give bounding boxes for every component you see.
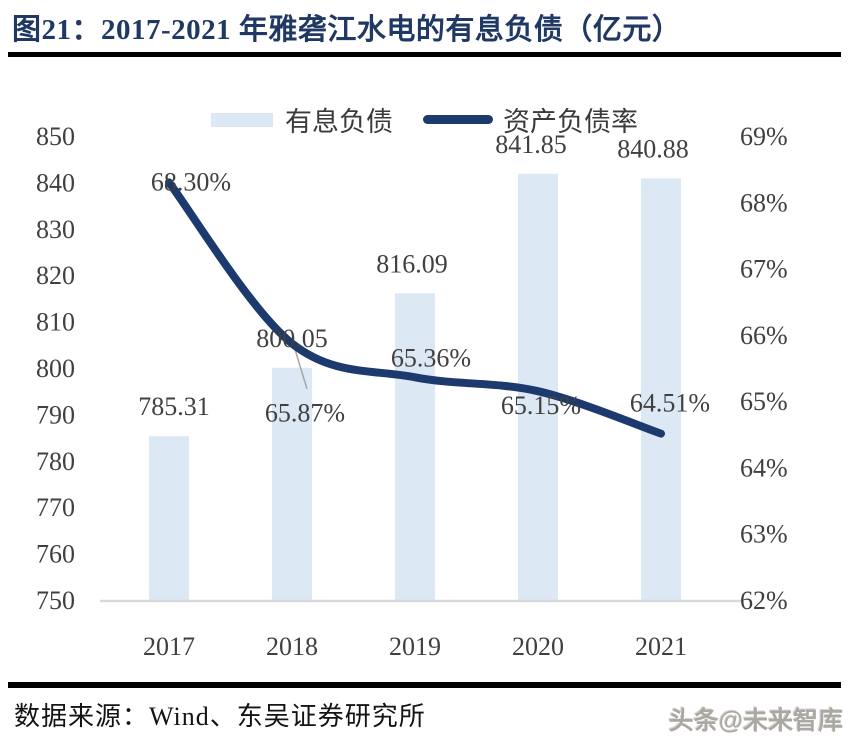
- left-axis-tick: 780: [36, 447, 75, 476]
- line-value-label: 68.30%: [151, 167, 231, 196]
- right-axis-tick: 66%: [740, 321, 788, 350]
- right-axis-tick: 65%: [740, 387, 788, 416]
- legend-bar-swatch-icon: [211, 112, 273, 127]
- bar-value-label: 816.09: [376, 249, 448, 278]
- left-axis-tick: 790: [36, 400, 75, 429]
- chart-legend: 有息负债 资产负债率: [0, 100, 849, 139]
- x-axis-label-2018: 2018: [266, 632, 318, 661]
- left-axis-tick: 840: [36, 168, 75, 197]
- left-axis-tick: 830: [36, 215, 75, 244]
- bar-value-label: 800.05: [256, 324, 328, 353]
- line-value-label: 65.87%: [265, 399, 345, 428]
- legend-line-label: 资产负债率: [503, 107, 638, 137]
- footer-divider: [8, 682, 841, 688]
- figure-title: 图21：2017-2021 年雅砻江水电的有息负债（亿元）: [12, 14, 682, 46]
- right-axis-tick: 67%: [740, 255, 788, 284]
- bar-2017: [149, 436, 189, 600]
- bar-2019: [395, 293, 435, 600]
- x-axis-label-2020: 2020: [512, 632, 564, 661]
- bar-2020: [518, 173, 558, 601]
- legend-bar-label: 有息负债: [285, 107, 393, 137]
- x-axis-label-2021: 2021: [635, 632, 687, 661]
- right-axis-tick: 68%: [740, 188, 788, 217]
- bar-2021: [641, 178, 681, 601]
- left-axis-tick: 820: [36, 261, 75, 290]
- title-divider: [8, 52, 841, 57]
- watermark-text: 头条@未来智库: [668, 707, 843, 735]
- right-axis-tick: 63%: [740, 520, 788, 549]
- right-axis-tick: 62%: [740, 586, 788, 615]
- label-leader-line: [293, 345, 308, 390]
- line-value-label: 65.36%: [391, 343, 471, 372]
- bar-value-label: 785.31: [138, 392, 210, 421]
- x-axis-label-2019: 2019: [389, 632, 441, 661]
- data-source-note: 数据来源：Wind、东吴证券研究所: [14, 702, 426, 731]
- x-axis-label-2017: 2017: [143, 632, 195, 661]
- bar-2018: [272, 367, 312, 600]
- left-axis-tick: 760: [36, 540, 75, 569]
- ratio-line: [165, 178, 665, 438]
- legend-line-swatch-icon: [423, 115, 493, 124]
- left-axis-tick: 770: [36, 493, 75, 522]
- left-axis-tick: 800: [36, 354, 75, 383]
- left-axis-tick: 750: [36, 586, 75, 615]
- line-value-label: 65.15%: [501, 391, 581, 420]
- right-axis-tick: 64%: [740, 453, 788, 482]
- left-axis-tick: 810: [36, 308, 75, 337]
- line-value-label: 64.51%: [630, 389, 710, 418]
